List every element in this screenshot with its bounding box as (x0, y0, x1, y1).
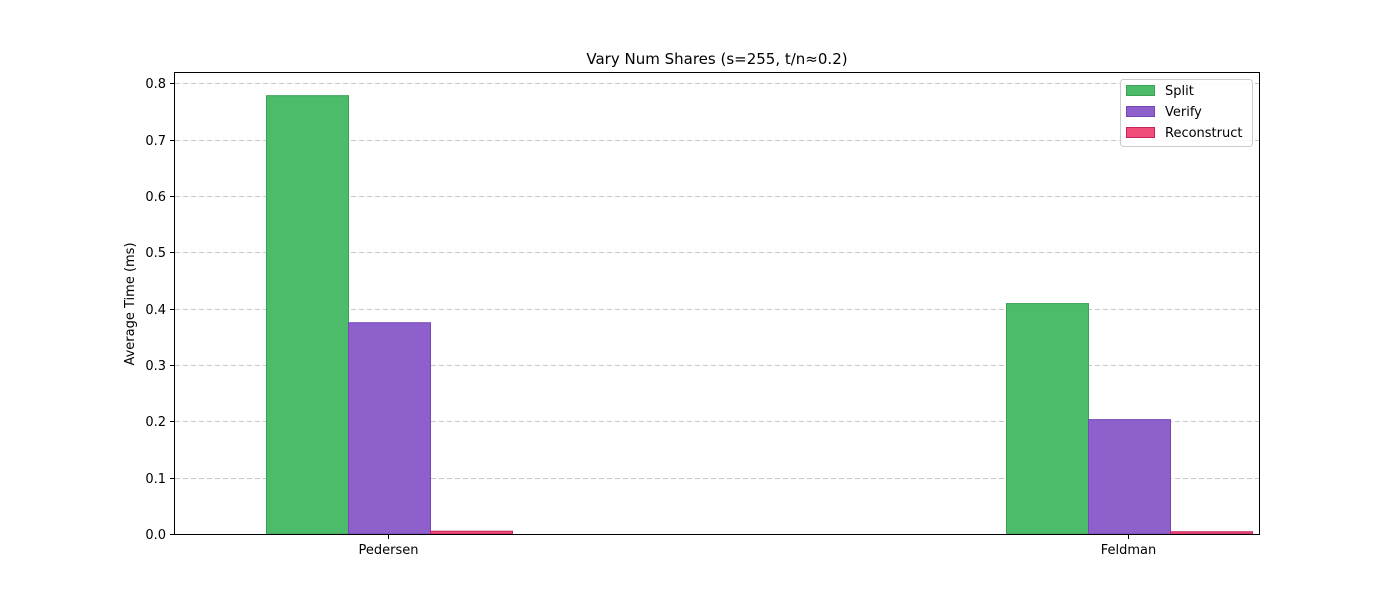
bar-verify-pedersen (348, 322, 431, 535)
y-axis-label: Average Time (ms) (123, 242, 138, 365)
y-tick-label: 0.0 (145, 528, 166, 543)
y-ticks: 0.0 0.1 0.2 0.3 0.4 0.5 0.6 0.7 0.8 (145, 77, 175, 543)
legend: Split Verify Reconstruct (1120, 79, 1253, 147)
legend-swatch-reconstruct (1126, 127, 1155, 138)
y-tick-label: 0.7 (145, 134, 166, 149)
y-tick-label: 0.3 (145, 359, 166, 374)
y-tick-label: 0.4 (145, 303, 166, 318)
bar-split-feldman (1006, 303, 1089, 535)
legend-label-split: Split (1165, 84, 1194, 99)
bars (266, 95, 1253, 535)
legend-label-verify: Verify (1165, 105, 1202, 120)
y-tick-label: 0.6 (145, 190, 166, 205)
x-tick-label: Pedersen (359, 543, 419, 558)
plot-frame (174, 72, 1260, 535)
bar-verify-feldman (1088, 419, 1171, 535)
legend-label-reconstruct: Reconstruct (1165, 126, 1243, 141)
y-tick-label: 0.2 (145, 415, 166, 430)
bar-reconstruct-pedersen (430, 530, 513, 535)
x-tick-label: Feldman (1101, 543, 1157, 558)
bar-split-pedersen (266, 95, 349, 535)
bar-reconstruct-feldman (1170, 531, 1253, 535)
x-ticks: Pedersen Feldman (359, 534, 1157, 558)
y-tick-label: 0.5 (145, 246, 166, 261)
legend-swatch-verify (1126, 106, 1155, 117)
legend-swatch-split (1126, 85, 1155, 96)
y-tick-label: 0.1 (145, 472, 166, 487)
chart-title: Vary Num Shares (s=255, t/n≈0.2) (586, 50, 847, 68)
y-tick-label: 0.8 (145, 77, 166, 92)
